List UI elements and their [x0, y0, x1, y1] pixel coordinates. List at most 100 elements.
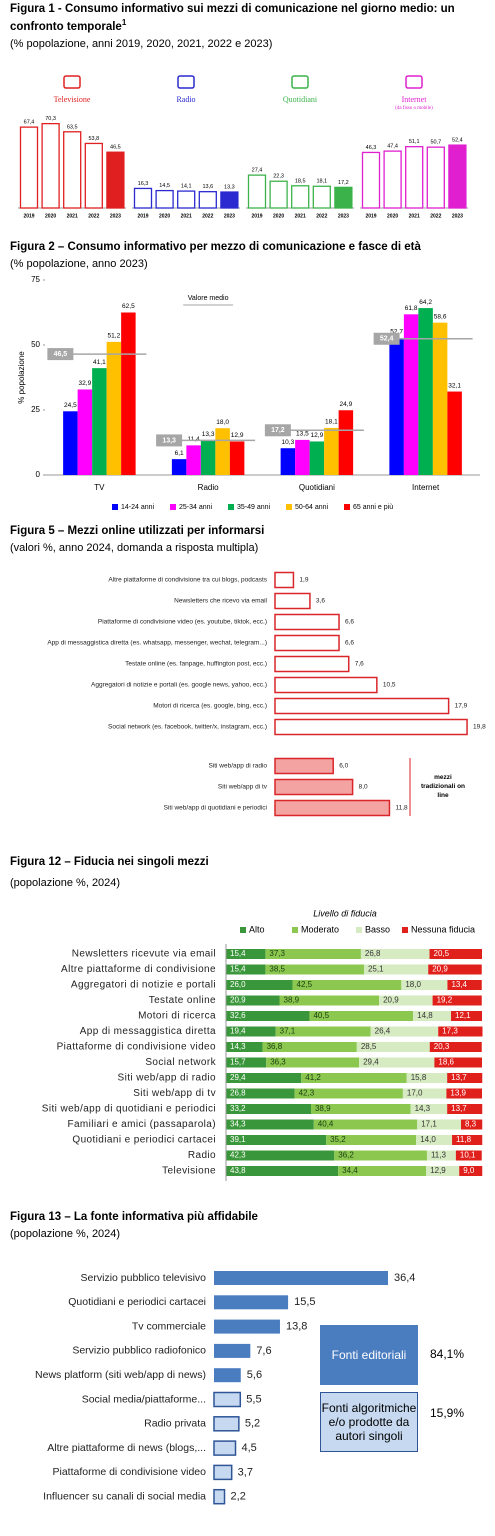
figure-title: Figura 1 - Consumo informativo sui mezzi… [10, 2, 488, 34]
group-share: 84,1% [430, 1347, 465, 1361]
legend-swatch [228, 504, 234, 510]
segment-label: 38,5 [269, 965, 285, 974]
x-tick-label: 2022 [88, 213, 99, 219]
bar [405, 146, 424, 209]
legend-label: Nessuna fiducia [411, 924, 475, 934]
category-label: Radio privata [144, 1418, 206, 1430]
segment-label: 37,1 [280, 1027, 296, 1036]
bar-segment [226, 1150, 335, 1161]
x-tick-label: Radio [198, 483, 219, 492]
x-tick-label: 2022 [430, 213, 441, 219]
category-label: Newsletters che ricevo via email [174, 598, 267, 605]
bar-segment [379, 995, 433, 1006]
bar-segment [292, 980, 402, 990]
value-label: 12,9 [231, 432, 244, 439]
bar [213, 1464, 233, 1481]
value-label: 4,5 [242, 1442, 257, 1454]
category-label: Motori di ricerca (es. google, bing, ecc… [153, 703, 267, 710]
panel-label: Quotidiani [283, 95, 318, 104]
bar-segment [406, 1073, 448, 1083]
segment-label: 29,4 [363, 1058, 379, 1067]
x-tick-label: 2020 [387, 213, 398, 219]
category-label: Siti web/app di tv [133, 1088, 216, 1099]
segment-label: 42,5 [297, 980, 313, 989]
value-label: 13,6 [202, 184, 213, 190]
figure-title: Figura 12 – Fiducia nei singoli mezzi [10, 855, 488, 869]
category-label: Newsletters ricevute via email [72, 949, 216, 960]
group-share: 15,9% [430, 1406, 465, 1420]
legend-swatch [286, 504, 292, 510]
bar [84, 142, 103, 209]
segment-label: 34,4 [342, 1166, 358, 1175]
bar-segment [438, 1026, 483, 1037]
x-tick-label: 2019 [365, 213, 376, 219]
category-label: News platform (siti web/app di news) [35, 1369, 206, 1381]
bar [274, 718, 468, 736]
bar [63, 131, 82, 209]
bar [295, 439, 310, 475]
legend-label: 65 anni e più [353, 504, 393, 511]
segment-label: 12,1 [455, 1011, 471, 1020]
title-note: 1 [121, 18, 127, 27]
segment-label: 36,3 [270, 1058, 286, 1067]
category-label: Piattaforme di condivisione video [57, 1042, 216, 1053]
bar-segment [432, 995, 482, 1006]
category-label: Piattaforme di condivisione video (es. y… [98, 619, 267, 626]
segment-label: 42,3 [299, 1089, 315, 1098]
bar [214, 1368, 241, 1383]
value-label: 14,1 [181, 184, 192, 190]
legend-label: Alto [249, 924, 265, 934]
bar [269, 180, 288, 209]
category-label: Aggregatori di notizie e portali (es. go… [91, 682, 267, 689]
panel-label: Televisione [54, 95, 91, 104]
legend-title: Livello di fiducia [313, 908, 377, 918]
legend-swatch [292, 927, 298, 933]
category-label: Social network [145, 1057, 216, 1068]
bar-segment [356, 1042, 430, 1052]
value-label: 46,5 [110, 145, 121, 151]
category-label: Influencer su canali di social media [43, 1490, 206, 1502]
value-label: 6,6 [345, 640, 354, 647]
segment-label: 20,3 [434, 1042, 450, 1051]
category-label: Social media/piattaforme... [82, 1393, 206, 1405]
value-label: 10,3 [282, 439, 295, 446]
segment-label: 40,4 [318, 1120, 334, 1129]
legend-swatch [344, 504, 350, 510]
segment-label: 18,0 [405, 980, 421, 989]
value-label: 6,0 [339, 763, 348, 770]
segment-label: 20,9 [432, 965, 448, 974]
value-label: 24,9 [340, 401, 353, 408]
average-label: 13,3 [162, 437, 176, 444]
value-label: 14,5 [159, 183, 170, 189]
bar [77, 389, 93, 475]
x-tick-label: 2021 [181, 213, 192, 219]
value-label: 19,8 [473, 724, 486, 731]
bar [215, 428, 230, 475]
value-label: 64,2 [419, 299, 432, 306]
value-label: 6,1 [175, 450, 184, 457]
bar-segment [363, 964, 429, 975]
bar [106, 341, 122, 475]
bar-segment [226, 995, 280, 1006]
bar [177, 190, 196, 209]
bar-segment [434, 1057, 482, 1068]
segment-label: 38,9 [284, 996, 300, 1005]
bar [247, 174, 267, 209]
segment-label: 14,8 [417, 1011, 433, 1020]
bar-segment [461, 1119, 483, 1130]
segment-label: 43,8 [230, 1166, 246, 1175]
segment-label: 41,2 [305, 1073, 321, 1082]
segment-label: 20,5 [434, 949, 450, 958]
legend-label: 35-49 anni [237, 504, 271, 511]
media-icon [291, 75, 309, 89]
value-label: 62,5 [122, 303, 135, 310]
bar [432, 322, 448, 475]
segment-label: 19,2 [437, 996, 453, 1005]
bar [274, 613, 340, 631]
bar-segment [266, 1057, 360, 1068]
value-label: 52,4 [452, 138, 463, 144]
bar-segment [275, 1026, 371, 1037]
bar-segment [426, 1150, 456, 1161]
legend-swatch [112, 504, 118, 510]
value-label: 18,1 [325, 419, 338, 426]
